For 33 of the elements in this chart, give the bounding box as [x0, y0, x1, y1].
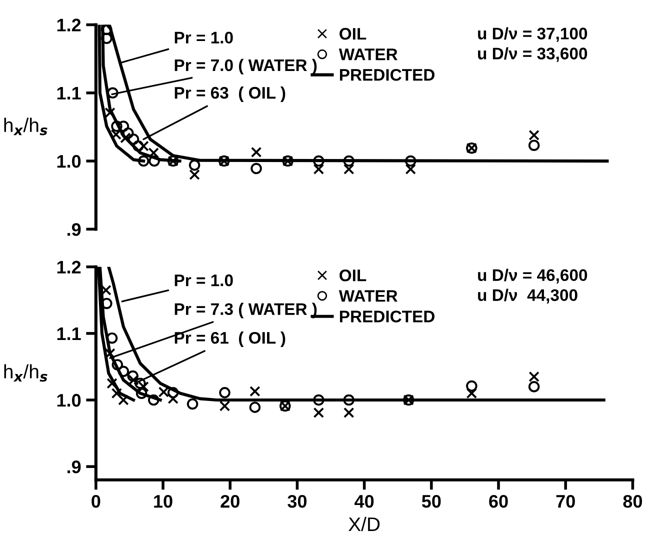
y-tick-label: 1.1 [57, 328, 81, 340]
annotation: u D/ν = 37,100 [478, 27, 588, 42]
x-axis-title: X/D [348, 516, 380, 532]
legend-label: OIL [340, 28, 366, 40]
y-tick-label: 1.2 [57, 260, 81, 274]
annotation: u D/ν 44,300 [478, 288, 578, 304]
annotation: u D/ν = 33,600 [478, 47, 588, 62]
legend-label: PREDICTED [340, 68, 434, 81]
x-tick-label: 80 [623, 494, 642, 508]
y-tick-label: 1.0 [57, 154, 81, 168]
y-tick-label: 1.2 [57, 18, 81, 32]
x-tick-label: 50 [422, 494, 441, 508]
x-tick-label: 0 [92, 494, 100, 508]
x-tick-label: 40 [354, 494, 374, 508]
annotation: u D/ν = 46,600 [478, 268, 588, 284]
x-tick-label: 10 [154, 494, 172, 508]
x-tick-label: 20 [220, 494, 240, 508]
x-tick-label: 30 [288, 494, 307, 508]
legend-label: OIL [340, 270, 366, 282]
y-axis-title: h$_{x}$/h$_{s}$ [4, 364, 48, 382]
annotation: Pr = 1.0 [174, 32, 233, 44]
legend-label: PREDICTED [340, 310, 434, 322]
y-tick-label: 1.1 [57, 87, 81, 100]
y-tick-label: .9 [68, 460, 81, 474]
y-axis-title: h$_{x}$/h$_{s}$ [4, 118, 48, 136]
y-tick-label: .9 [68, 223, 81, 236]
annotation: Pr = 1.0 [174, 274, 233, 286]
annotation: Pr = 63 ( OIL ) [174, 86, 286, 102]
x-tick-label: 70 [556, 494, 575, 508]
legend-label: WATER [338, 48, 398, 60]
x-tick-label: 60 [489, 494, 508, 508]
legend-label: WATER [338, 290, 398, 302]
y-tick-label: 1.0 [57, 394, 81, 407]
